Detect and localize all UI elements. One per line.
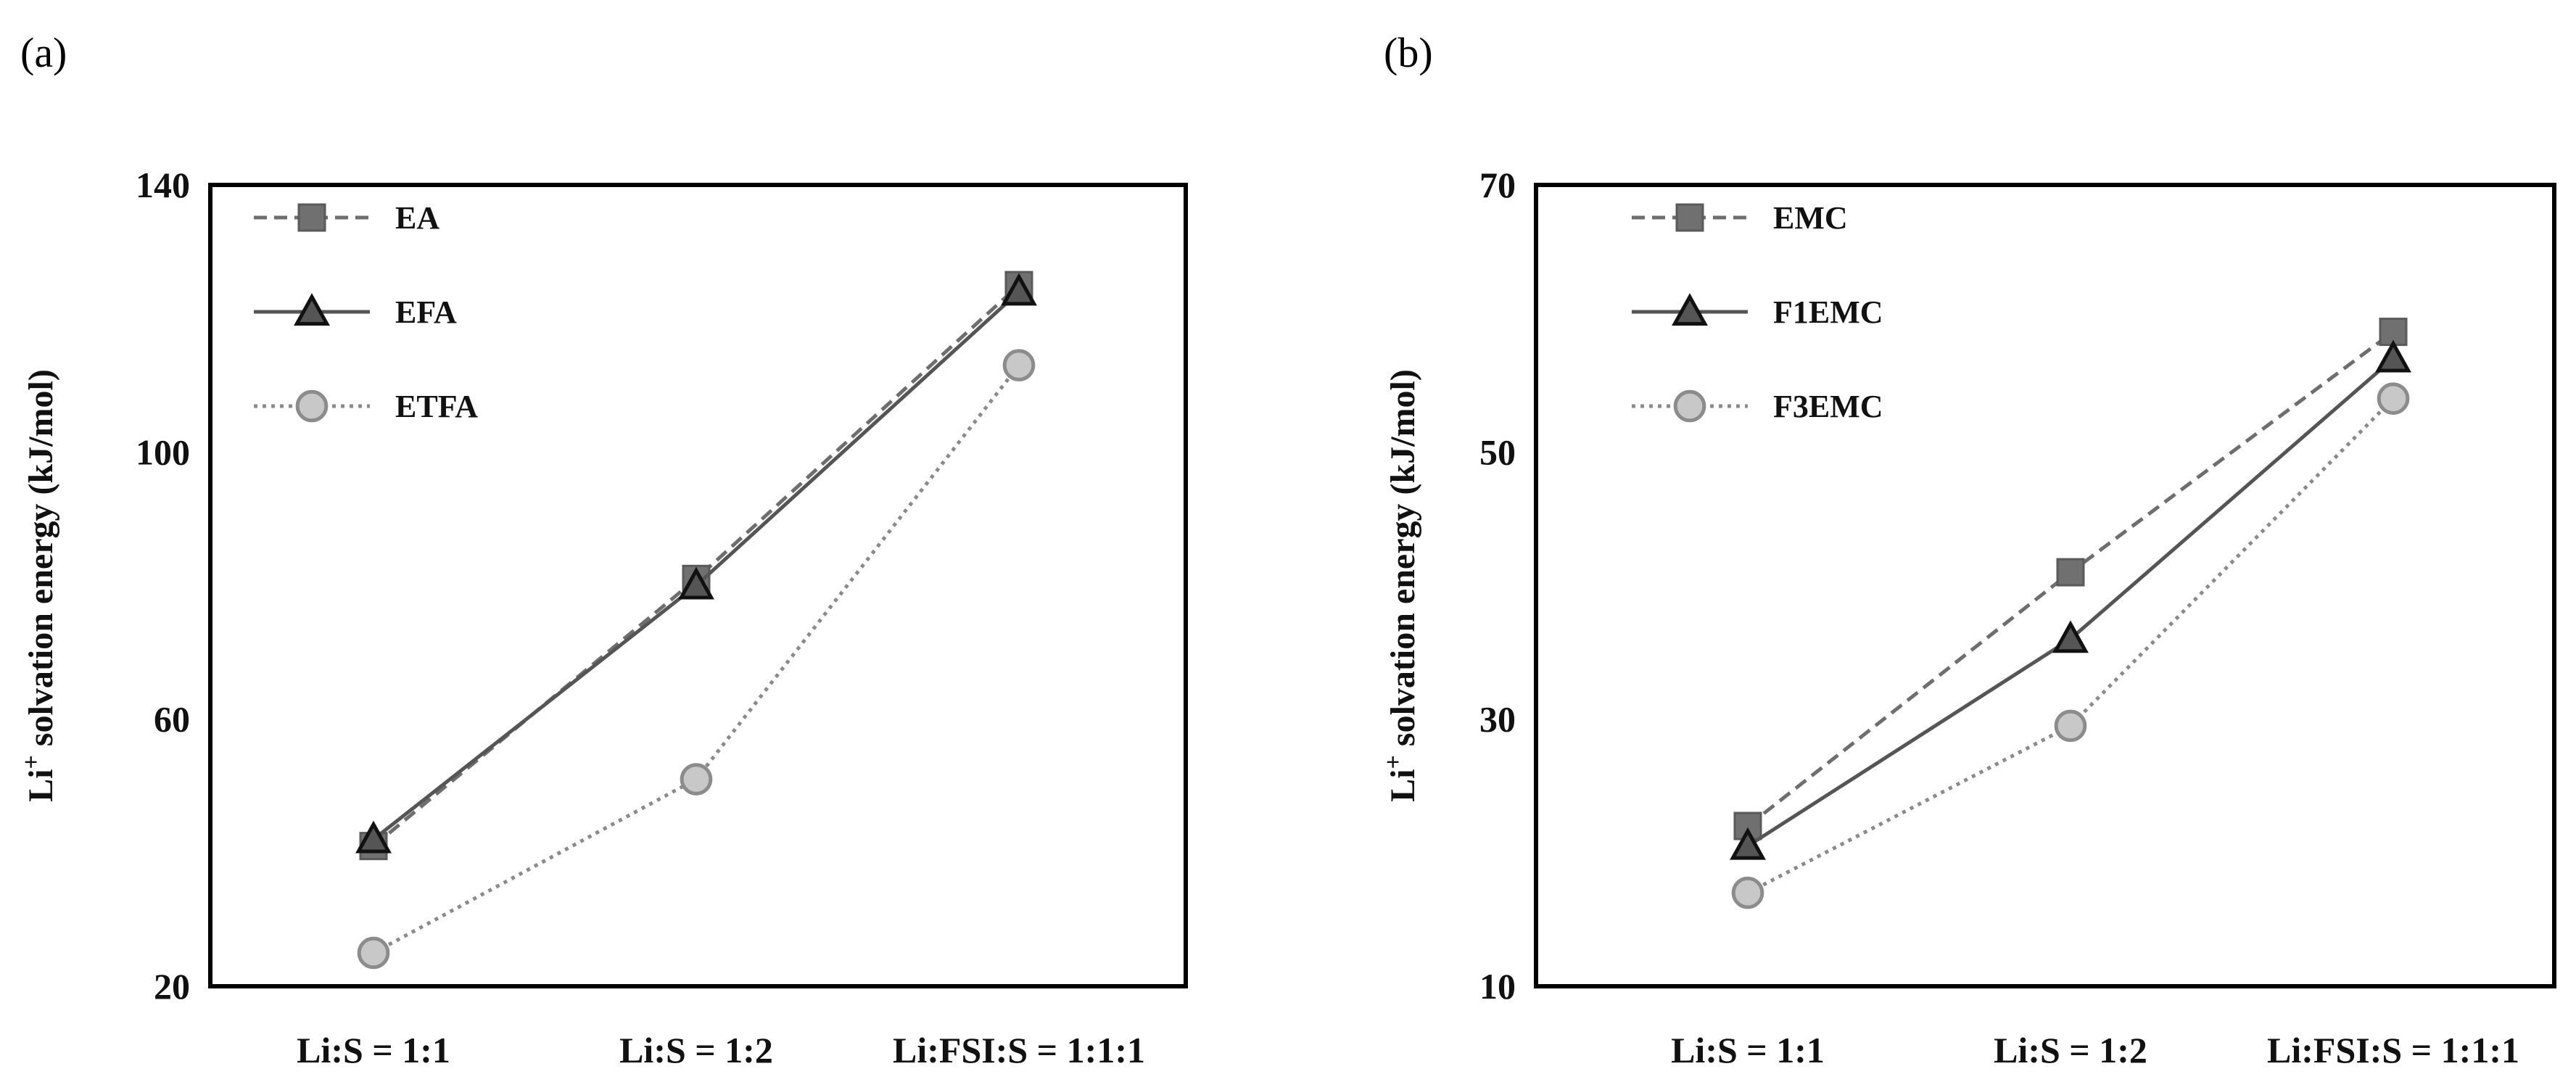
legend-entry-f1emc: F1EMC: [1632, 293, 1883, 330]
legend-entry-efa: EFA: [254, 293, 457, 330]
legend-label: EMC: [1773, 200, 1848, 236]
data-point-efa: [678, 566, 714, 600]
x-category-label: Li:FSI:S = 1:1:1: [893, 1030, 1145, 1070]
x-category-label: Li:S = 1:1: [1671, 1030, 1825, 1070]
legend-label: EFA: [395, 294, 457, 330]
legend-entry-emc: EMC: [1632, 200, 1848, 236]
legend-marker: [295, 389, 329, 423]
data-point-etfa: [1002, 349, 1036, 381]
series-efa: [355, 273, 1037, 854]
data-point-efa: [355, 820, 392, 854]
legend-marker: [1675, 203, 1704, 232]
series-line-etfa: [372, 364, 1020, 955]
legend-label: F3EMC: [1773, 389, 1883, 424]
x-category-label: Li:S = 1:1: [297, 1030, 450, 1070]
series-f1emc: [1730, 339, 2411, 860]
y-tick-label: 140: [136, 165, 190, 205]
chart-panel-b: 10 30 50 70 Li:S = 1:1 Li:S = 1:2 Li:FSI:S = 1…: [1380, 165, 2556, 1070]
y-axis-label: Li+ solvation energy (kJ/mol): [1380, 369, 1423, 802]
legend-label: EA: [395, 200, 439, 236]
data-point-emc: [2056, 558, 2085, 587]
legend-label: F1EMC: [1773, 294, 1883, 330]
data-point-f3emc: [1731, 876, 1764, 909]
x-category-label: Li:S = 1:2: [619, 1030, 773, 1070]
panel-label-b: (b): [1384, 29, 1433, 76]
data-point-f3emc: [2377, 382, 2410, 415]
plot-frame: [1534, 183, 2556, 988]
chart-panel-a: 20 60 100 140 Li:S = 1:1 Li:S = 1:2 Li:FSI:S =…: [18, 165, 1188, 1070]
data-point-f3emc: [2054, 709, 2087, 743]
data-point-f1emc: [2052, 620, 2089, 653]
data-point-f1emc: [1730, 827, 1766, 860]
legend-marker: [297, 203, 326, 232]
series-line-f1emc: [1746, 357, 2395, 848]
y-tick-label: 60: [154, 699, 190, 740]
legend-entry-ea: EA: [254, 200, 439, 236]
legend-marker: [1673, 389, 1706, 423]
x-category-label: Li:S = 1:2: [1994, 1030, 2147, 1070]
y-tick-label: 30: [1479, 699, 1516, 740]
data-point-f1emc: [2375, 339, 2411, 373]
y-tick-label: 20: [154, 966, 190, 1007]
data-point-etfa: [680, 763, 713, 796]
legend-marker: [294, 293, 330, 326]
y-axis-label: Li+ solvation energy (kJ/mol): [18, 369, 61, 802]
series-f3emc: [1731, 382, 2410, 909]
y-tick-label: 100: [136, 431, 190, 472]
x-category-label: Li:FSI:S = 1:1:1: [2267, 1030, 2519, 1070]
data-point-efa: [1001, 273, 1037, 306]
y-tick-label: 70: [1479, 165, 1516, 205]
series-etfa: [357, 349, 1036, 970]
legend-label: ETFA: [395, 389, 478, 424]
legend-entry-etfa: ETFA: [254, 389, 478, 424]
data-point-etfa: [357, 936, 390, 970]
panel-label-a: (a): [20, 29, 67, 76]
legend-entry-f3emc: F3EMC: [1632, 389, 1883, 424]
y-tick-label: 50: [1479, 431, 1516, 472]
legend-marker: [1672, 293, 1708, 326]
y-tick-label: 10: [1479, 966, 1516, 1007]
plot-frame: [208, 183, 1188, 988]
